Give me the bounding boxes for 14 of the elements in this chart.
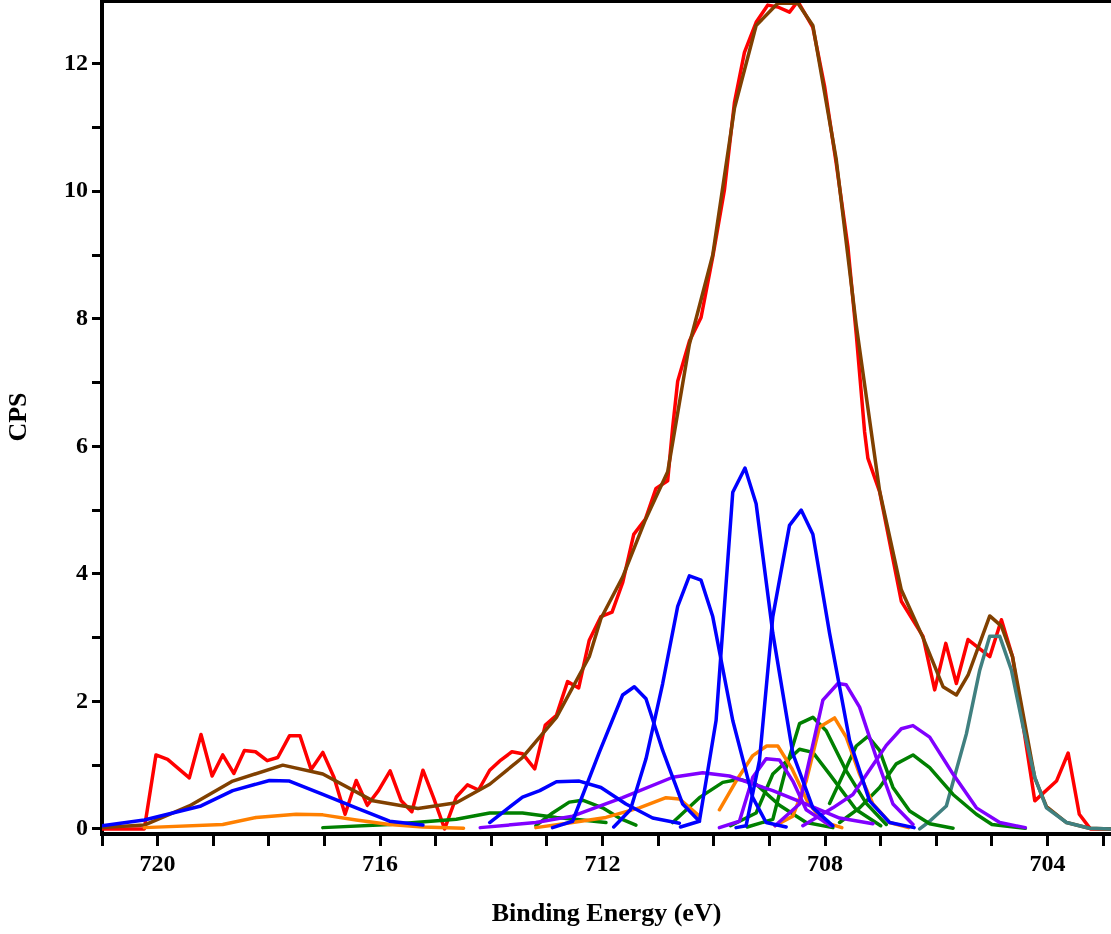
y-tick-label: 8 — [76, 304, 88, 331]
x-tick-label: 712 — [584, 849, 621, 876]
y-tick-label: 4 — [76, 559, 88, 586]
x-tick-label: 716 — [362, 849, 399, 876]
y-tick-label: 10 — [64, 176, 88, 203]
y-tick-label: 2 — [76, 686, 88, 713]
y-tick-label: 6 — [76, 431, 88, 458]
x-tick-label: 720 — [139, 849, 176, 876]
y-tick-label: 12 — [64, 48, 88, 75]
x-tick-label: 708 — [807, 849, 844, 876]
x-axis-title: Binding Energy (eV) — [491, 898, 722, 928]
x-tick-label: 704 — [1029, 849, 1066, 876]
y-axis-title: CPS — [3, 392, 33, 442]
y-tick-label: 0 — [76, 814, 88, 841]
